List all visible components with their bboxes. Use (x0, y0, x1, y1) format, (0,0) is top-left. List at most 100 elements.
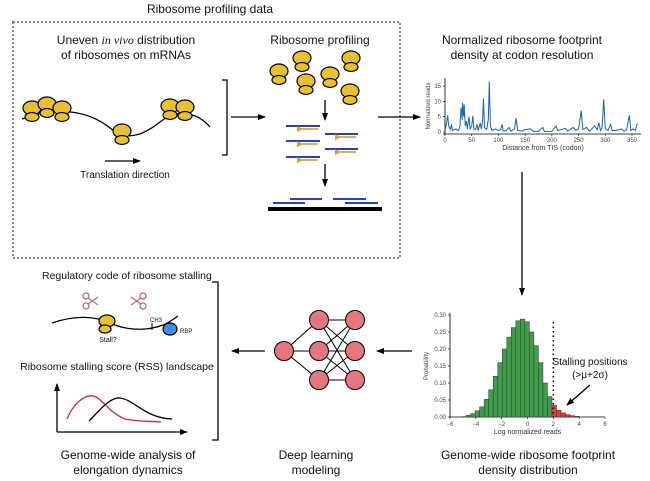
ribosome-cluster-left (22, 96, 72, 123)
rss-curve-black (88, 397, 173, 422)
nn-node (345, 370, 365, 390)
ch3-label: CH3 (150, 318, 163, 324)
rbp-protein (162, 322, 178, 336)
ribosome-single (112, 123, 132, 146)
y-tick-label: 0.25 (434, 330, 446, 336)
y-tick-label: 0.30 (434, 313, 446, 319)
stalling-annotation: Stalling positions (552, 357, 627, 368)
analysis-caption-line1: Genome-wide analysis of (61, 448, 196, 462)
x-tick-label: 350 (627, 138, 638, 144)
histogram-bar (551, 404, 557, 418)
y-tick-label: 0.15 (434, 364, 446, 370)
translation-direction-label: Translation direction (80, 170, 170, 181)
histogram-bar (470, 413, 476, 418)
rss-title: Ribosome stalling score (RSS) landscape (20, 361, 214, 373)
free-ribosomes (269, 50, 361, 106)
histogram-bar (574, 416, 580, 418)
stalled-ribosome (98, 314, 116, 334)
y-tick-label: 5 (438, 115, 442, 121)
y-tick-label: 0 (438, 130, 442, 136)
nn-node (309, 310, 329, 330)
x-tick-label: 300 (600, 138, 611, 144)
nn-edge (318, 319, 356, 381)
histogram-bar (556, 409, 562, 418)
histogram-bar (542, 382, 548, 418)
histogram-bar (501, 348, 508, 418)
model-caption-line2: modeling (292, 463, 341, 477)
x-tick-label: 200 (547, 138, 558, 144)
x-axis-label: Distance from TIS (codon) (502, 145, 584, 152)
rbp-label: RBP (180, 329, 192, 335)
section-title: Ribosome profiling data (147, 2, 273, 16)
footprint-distribution-histogram: −6 −4 −2 0 2 4 6 0.00 0.05 0.10 0.15 0.20 0.25 0.30 Lo… (424, 313, 607, 436)
histogram-bar (529, 331, 535, 418)
x-tick-label: 0 (526, 422, 530, 428)
distribution-title-line1: Uneven in vivo distribution (57, 33, 195, 47)
histogram-bar (520, 318, 526, 418)
histogram-bar (524, 321, 530, 418)
bracket (222, 79, 228, 156)
x-axis-label: Log normalized reads (494, 429, 562, 436)
histogram-bar (511, 327, 517, 418)
rss-curve-red (66, 395, 162, 423)
regulatory-code-title: Regulatory code of ribosome stalling (42, 270, 212, 282)
histogram-bar (488, 389, 494, 418)
x-tick-label: −4 (472, 422, 480, 428)
histogram-bar (474, 410, 480, 418)
genome-reference (268, 207, 382, 211)
histogram-bar (538, 362, 544, 418)
nn-node (309, 370, 329, 390)
y-axis-label: Normalized reads (426, 82, 432, 129)
x-tick-label: −2 (498, 422, 506, 428)
density-title-line2: density at codon resolution (451, 48, 594, 62)
y-tick-label: 0.10 (434, 381, 446, 387)
neural-network-icon (274, 310, 365, 390)
nn-node (345, 341, 365, 361)
profiling-title: Ribosome profiling (270, 33, 369, 47)
x-tick-label: 150 (520, 138, 531, 144)
x-tick-label: 2 (552, 422, 556, 428)
y-tick-label: 10 (434, 99, 441, 105)
histogram-bar (483, 399, 489, 418)
density-trace (444, 81, 638, 132)
footprint-fragments (286, 125, 358, 163)
x-tick-label: 0 (443, 138, 447, 144)
x-tick-label: 100 (493, 138, 504, 144)
y-tick-label: 0.20 (434, 347, 446, 353)
x-tick-label: 4 (577, 422, 581, 428)
mrna-strand (51, 315, 179, 330)
x-tick-label: 250 (574, 138, 585, 144)
footprint-density-chart: 0 50 100 150 200 250 300 350 0 5 10 15 Distance from… (426, 78, 641, 152)
model-caption-line1: Deep learning (279, 448, 354, 462)
histogram-bar (492, 375, 498, 418)
y-axis-label: Probability (424, 352, 430, 380)
analysis-caption-line2: elongation dynamics (73, 463, 182, 477)
scissors-icon (130, 292, 147, 310)
bracket (212, 281, 219, 441)
histogram-bar (497, 362, 503, 418)
distribution-title-line2: of ribosomes on mRNAs (61, 48, 191, 62)
aligned-reads (273, 198, 378, 204)
x-tick-label: 6 (603, 422, 607, 428)
histogram-caption-line2: density distribution (478, 463, 577, 477)
histogram-bar (465, 415, 471, 418)
y-tick-label: 0.00 (434, 415, 446, 421)
stall-label: Stall? (99, 337, 117, 344)
y-tick-label: 0.05 (434, 398, 446, 404)
histogram-bar (515, 320, 521, 418)
histogram-bar (533, 345, 539, 418)
stalling-arrow (566, 384, 591, 406)
histogram-bar (479, 406, 485, 418)
histogram-bar (565, 414, 571, 418)
profiling-data-box (12, 21, 401, 259)
density-title-line1: Normalized ribosome footprint (442, 33, 603, 47)
stalling-threshold-annotation: (>μ+2σ) (572, 370, 608, 381)
ribosome-cluster-right (160, 98, 195, 122)
histogram-bar (506, 336, 512, 418)
nn-node (345, 310, 365, 330)
scissors-icon (82, 292, 99, 310)
y-tick-label: 15 (434, 84, 441, 90)
histogram-bar (547, 396, 553, 418)
